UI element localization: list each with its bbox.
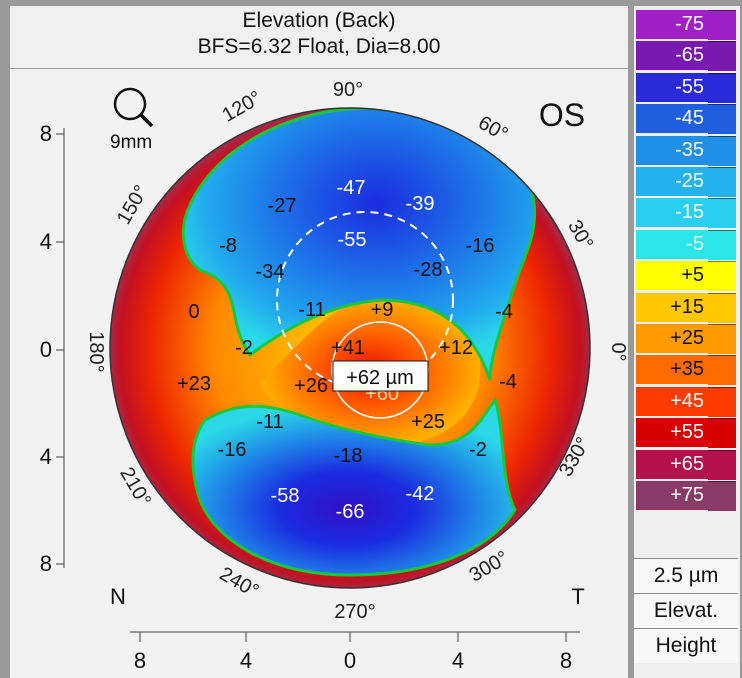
legend-level: -55 — [636, 72, 708, 102]
legend-level: +35 — [636, 355, 708, 385]
legend-level: +55 — [636, 418, 708, 448]
legend-level: -15 — [636, 198, 708, 228]
legend-level: +45 — [636, 386, 708, 416]
eye-label: OS — [539, 97, 585, 133]
zoom-label: 9mm — [110, 132, 152, 153]
legend-level: -35 — [636, 135, 708, 165]
zone-circle-outer — [276, 211, 454, 389]
map-value: -55 — [338, 229, 367, 251]
y-tick-label: 4 — [40, 444, 52, 469]
legend-level: +65 — [636, 449, 708, 479]
x-tick-label: 8 — [134, 648, 146, 673]
legend-level: -65 — [636, 41, 708, 71]
legend-level: +15 — [636, 292, 708, 322]
mode-elevation-button[interactable]: Elevat. — [634, 593, 738, 628]
angle-label: 270° — [334, 601, 375, 623]
map-value: -11 — [298, 299, 325, 321]
angle-label: 180° — [85, 331, 107, 372]
map-header: Elevation (Back) BFS=6.32 Float, Dia=8.0… — [10, 6, 628, 69]
angle-label: 60° — [474, 112, 511, 146]
legend-swatch — [708, 449, 736, 480]
map-value: +23 — [177, 373, 211, 395]
map-value: -28 — [414, 259, 443, 281]
legend-level: +5 — [636, 261, 708, 291]
legend-swatch — [708, 229, 736, 260]
map-value: -34 — [256, 261, 285, 283]
x-tick-label: 4 — [452, 648, 464, 673]
y-tick-label: 8 — [40, 551, 52, 576]
legend-level: +25 — [636, 324, 708, 353]
map-value: -4 — [499, 371, 517, 393]
angle-label: 0° — [607, 342, 628, 361]
x-tick-label: 0 — [344, 648, 356, 673]
legend-swatch — [708, 386, 736, 417]
y-tick-label: 8 — [40, 121, 52, 146]
temporal-label: T — [571, 584, 584, 609]
legend-swatch — [708, 72, 736, 103]
legend-level: -25 — [636, 167, 708, 196]
map-value: -16 — [466, 235, 495, 257]
map-value: -42 — [406, 483, 435, 505]
legend-level: -75 — [636, 10, 708, 39]
mode-height-button[interactable]: Height — [634, 628, 738, 663]
legend-level: -5 — [636, 229, 708, 259]
angle-label: 120° — [219, 87, 266, 127]
y-tick-label: 0 — [40, 337, 52, 362]
map-value: -47 — [337, 177, 366, 199]
axis-lines — [56, 128, 580, 642]
center-readout: +60 +62 µm — [332, 360, 429, 405]
map-value: -8 — [219, 235, 237, 257]
map-value: -18 — [334, 445, 363, 467]
legend-swatch — [708, 10, 736, 40]
legend-swatch — [708, 481, 736, 511]
legend-swatch — [708, 324, 736, 354]
legend-swatch — [708, 41, 736, 72]
map-value: -16 — [218, 439, 247, 461]
map-outer-circle — [109, 107, 591, 589]
zoom-icon[interactable] — [113, 87, 154, 128]
map-value: -39 — [406, 193, 435, 215]
map-value: +12 — [439, 337, 473, 359]
nasal-label: N — [110, 584, 126, 609]
map-value: +9 — [371, 299, 394, 321]
color-map — [110, 108, 590, 588]
map-value: -27 — [268, 195, 297, 217]
legend-swatch — [708, 104, 736, 135]
legend-swatch — [708, 355, 736, 386]
map-values: -47 -39 -27 -55 -8 -16 -34 -28 0 -11 +9 … — [177, 177, 517, 523]
color-legend: -75 -65 -55 -45 -35 -25 -15 -5 +5 +15 +25 +35 +45 +55… — [634, 6, 740, 678]
map-value: -2 — [469, 439, 487, 461]
map-value: +25 — [411, 411, 445, 433]
angle-label: 90° — [333, 79, 363, 101]
center-value-label: +62 µm — [346, 367, 414, 389]
map-value: -2 — [235, 337, 253, 359]
map-value: -11 — [256, 411, 283, 433]
legend-swatch — [708, 261, 736, 292]
y-axis: 8 4 0 4 8 — [40, 121, 52, 576]
legend-swatch — [708, 418, 736, 449]
map-value: +26 — [294, 375, 328, 397]
step-label[interactable]: 2.5 µm — [634, 558, 738, 593]
x-tick-label: 4 — [240, 648, 252, 673]
y-tick-label: 4 — [40, 229, 52, 254]
legend-swatch — [708, 198, 736, 229]
legend-level: +75 — [636, 481, 708, 510]
map-value: +41 — [331, 337, 365, 359]
elevation-map: 8 4 0 4 8 8 4 0 4 8 90° 60° 30° 0° 330° — [40, 79, 628, 673]
legend-swatch — [708, 292, 736, 323]
map-subtitle: BFS=6.32 Float, Dia=8.00 — [197, 35, 441, 58]
map-value: 0 — [188, 301, 199, 323]
map-value: -4 — [495, 301, 513, 323]
x-axis: 8 4 0 4 8 — [134, 648, 572, 673]
map-value: -58 — [271, 485, 300, 507]
map-panel: Elevation (Back) BFS=6.32 Float, Dia=8.0… — [10, 6, 628, 678]
x-tick-label: 8 — [560, 648, 572, 673]
legend-swatch — [708, 167, 736, 197]
legend-swatch — [708, 135, 736, 166]
map-title: Elevation (Back) — [242, 9, 396, 32]
legend-level: -45 — [636, 104, 708, 134]
map-value: -66 — [336, 501, 365, 523]
